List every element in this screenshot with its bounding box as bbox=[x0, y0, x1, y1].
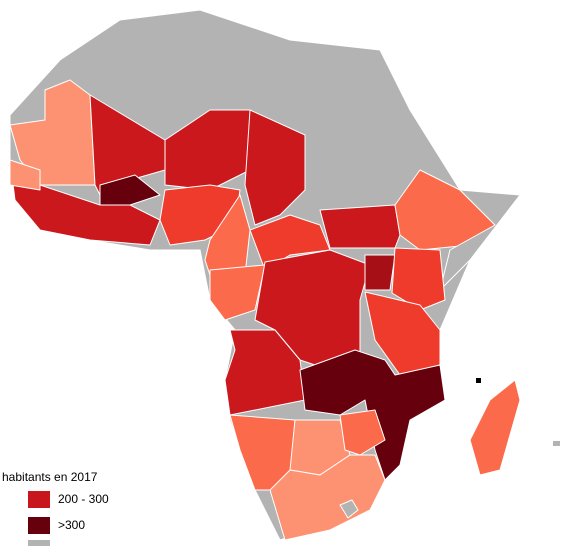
angola bbox=[224, 329, 306, 416]
legend-swatch bbox=[28, 517, 50, 534]
mauritius bbox=[476, 378, 481, 383]
gabon-congo bbox=[209, 264, 266, 321]
senegal bbox=[9, 159, 41, 191]
south-africa bbox=[269, 454, 386, 541]
burkina-faso bbox=[99, 174, 161, 206]
comoros-seychelles bbox=[553, 441, 560, 446]
legend: habitants en 2017 200 - 300 >300 bbox=[2, 470, 109, 546]
zimbabwe bbox=[339, 409, 386, 456]
legend-swatch bbox=[28, 491, 50, 508]
lesotho bbox=[339, 499, 359, 519]
africa-map bbox=[9, 9, 560, 541]
legend-title: habitants en 2017 bbox=[2, 470, 98, 484]
legend-label: 200 - 300 bbox=[58, 492, 109, 506]
legend-swatch bbox=[28, 540, 50, 546]
south-sudan bbox=[319, 204, 401, 249]
madagascar bbox=[469, 379, 521, 476]
uganda bbox=[364, 254, 396, 291]
kenya bbox=[391, 247, 446, 311]
legend-label: >300 bbox=[58, 518, 85, 532]
chad bbox=[244, 109, 306, 226]
west-coast bbox=[9, 159, 161, 246]
